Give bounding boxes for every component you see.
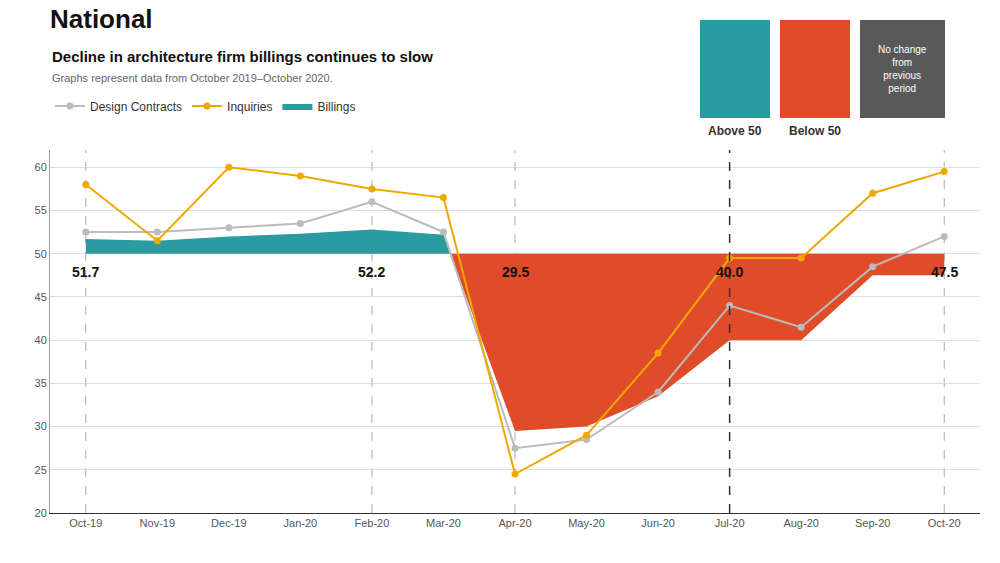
svg-text:Graphs represent data from Oct: Graphs represent data from October 2019–… (52, 72, 333, 84)
svg-text:Inquiries: Inquiries (227, 100, 272, 114)
svg-text:May-20: May-20 (568, 517, 605, 529)
svg-text:Nov-19: Nov-19 (140, 517, 175, 529)
svg-text:40.0: 40.0 (716, 264, 743, 280)
svg-text:50: 50 (35, 248, 47, 260)
svg-text:National: National (50, 4, 153, 34)
svg-text:29.5: 29.5 (502, 264, 529, 280)
svg-text:40: 40 (35, 334, 47, 346)
svg-text:35: 35 (35, 377, 47, 389)
svg-text:Mar-20: Mar-20 (426, 517, 461, 529)
svg-text:Oct-19: Oct-19 (69, 517, 102, 529)
svg-text:Above 50: Above 50 (708, 124, 762, 138)
svg-text:Jul-20: Jul-20 (715, 517, 745, 529)
svg-text:55: 55 (35, 204, 47, 216)
svg-text:Feb-20: Feb-20 (354, 517, 389, 529)
svg-text:51.7: 51.7 (72, 264, 99, 280)
svg-text:Design Contracts: Design Contracts (90, 100, 182, 114)
svg-text:Apr-20: Apr-20 (498, 517, 531, 529)
svg-text:45: 45 (35, 291, 47, 303)
svg-text:30: 30 (35, 420, 47, 432)
svg-text:25: 25 (35, 464, 47, 476)
svg-text:Jun-20: Jun-20 (641, 517, 675, 529)
svg-text:Jan-20: Jan-20 (284, 517, 318, 529)
svg-text:60: 60 (35, 161, 47, 173)
svg-text:No changefrompreviousperiod: No changefrompreviousperiod (878, 44, 927, 94)
svg-text:Billings: Billings (317, 100, 355, 114)
svg-text:52.2: 52.2 (358, 264, 385, 280)
svg-text:47.5: 47.5 (931, 264, 958, 280)
svg-text:Decline in architecture firm b: Decline in architecture firm billings co… (52, 48, 433, 65)
svg-text:20: 20 (35, 507, 47, 519)
svg-text:Aug-20: Aug-20 (783, 517, 818, 529)
svg-text:Below 50: Below 50 (789, 124, 841, 138)
svg-text:Oct-20: Oct-20 (928, 517, 961, 529)
svg-text:Dec-19: Dec-19 (211, 517, 246, 529)
svg-text:Sep-20: Sep-20 (855, 517, 890, 529)
